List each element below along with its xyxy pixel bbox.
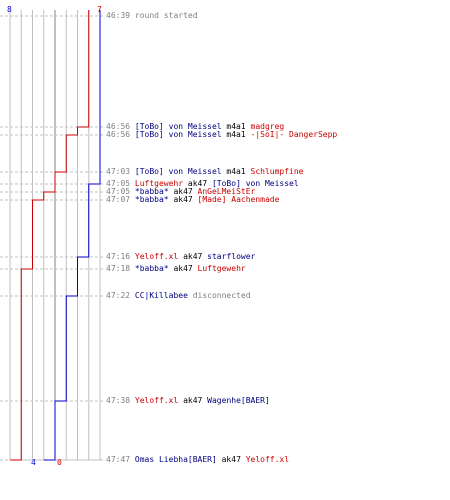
event-text: disconnected [187, 291, 251, 300]
player-name: Luftgewehr [134, 179, 184, 188]
weapon-name: ak47 [178, 252, 208, 261]
event-row: 46:56 [ToBo] von Meissel m4a1 madgreg [106, 122, 284, 132]
weapon-name: m4a1 [221, 122, 251, 131]
player-name: Luftgewehr [197, 264, 246, 273]
event-row: 46:56 [ToBo] von Meissel m4a1 -|SoI|- Da… [106, 130, 337, 140]
blue-end-count: 4 [31, 458, 36, 467]
event-row: 47:22 CC|Killabee disconnected [106, 291, 251, 301]
player-name: *babba* [134, 195, 169, 204]
player-name: Wagenhe[BAER] [207, 396, 270, 405]
player-name: [ToBo] von Meissel [134, 167, 222, 176]
red-end-count: 0 [57, 458, 62, 467]
event-time: 47:05 [106, 187, 135, 196]
event-row: 47:05 Luftgewehr ak47 [ToBo] von Meissel [106, 179, 299, 189]
player-name: Yeloff.xl [245, 455, 290, 464]
event-time: 47:22 [106, 291, 135, 300]
event-row: 47:05 *babba* ak47 AnGeLMeiStEr [106, 187, 255, 197]
event-time: 47:05 [106, 179, 135, 188]
player-name: [Made] Aachenmade [197, 195, 280, 204]
weapon-name: m4a1 [221, 130, 251, 139]
player-name: madgreg [250, 122, 285, 131]
event-row: 47:18 *babba* ak47 Luftgewehr [106, 264, 246, 274]
weapon-name: ak47 [216, 455, 246, 464]
player-name: Yeloff.xl [134, 252, 179, 261]
player-name: Schlumpfine [250, 167, 304, 176]
player-name: *babba* [134, 187, 169, 196]
red-team-line [10, 10, 90, 461]
weapon-name: m4a1 [221, 167, 251, 176]
player-name: [ToBo] von Meissel [134, 130, 222, 139]
player-name: [ToBo] von Meissel [134, 122, 222, 131]
event-time: 47:18 [106, 264, 135, 273]
player-name: Yeloff.xl [134, 396, 179, 405]
weapon-name: ak47 [178, 396, 208, 405]
player-name: Omas Liebha[BAER] [134, 455, 217, 464]
weapon-name: ak47 [168, 187, 198, 196]
event-row: 47:38 Yeloff.xl ak47 Wagenhe[BAER] [106, 396, 270, 406]
event-row: 47:07 *babba* ak47 [Made] Aachenmade [106, 195, 279, 205]
event-row: 47:03 [ToBo] von Meissel m4a1 Schlumpfin… [106, 167, 304, 177]
event-time: 47:16 [106, 252, 135, 261]
player-name: starflower [207, 252, 256, 261]
event-time: 46:56 [106, 130, 135, 139]
player-name: AnGeLMeiStEr [197, 187, 256, 196]
player-name: *babba* [134, 264, 169, 273]
player-name: [ToBo] von Meissel [211, 179, 299, 188]
player-name: -|SoI|- DangerSepp [250, 130, 338, 139]
blue-start-count: 8 [7, 5, 12, 14]
event-time: 47:03 [106, 167, 135, 176]
event-text: round started [134, 11, 198, 20]
event-time: 47:38 [106, 396, 135, 405]
weapon-name: ak47 [183, 179, 212, 188]
player-name: CC|Killabee [134, 291, 188, 300]
blue-team-line [43, 10, 101, 461]
event-time: 46:39 [106, 11, 135, 20]
event-row: 47:16 Yeloff.xl ak47 starflower [106, 252, 255, 262]
event-time: 47:47 [106, 455, 135, 464]
event-time: 47:07 [106, 195, 135, 204]
event-row: 47:47 Omas Liebha[BAER] ak47 Yeloff.xl [106, 455, 289, 465]
event-time: 46:56 [106, 122, 135, 131]
red-start-count: 7 [97, 5, 102, 14]
weapon-name: ak47 [168, 195, 198, 204]
weapon-name: ak47 [168, 264, 198, 273]
event-row: 46:39 round started [106, 11, 198, 21]
